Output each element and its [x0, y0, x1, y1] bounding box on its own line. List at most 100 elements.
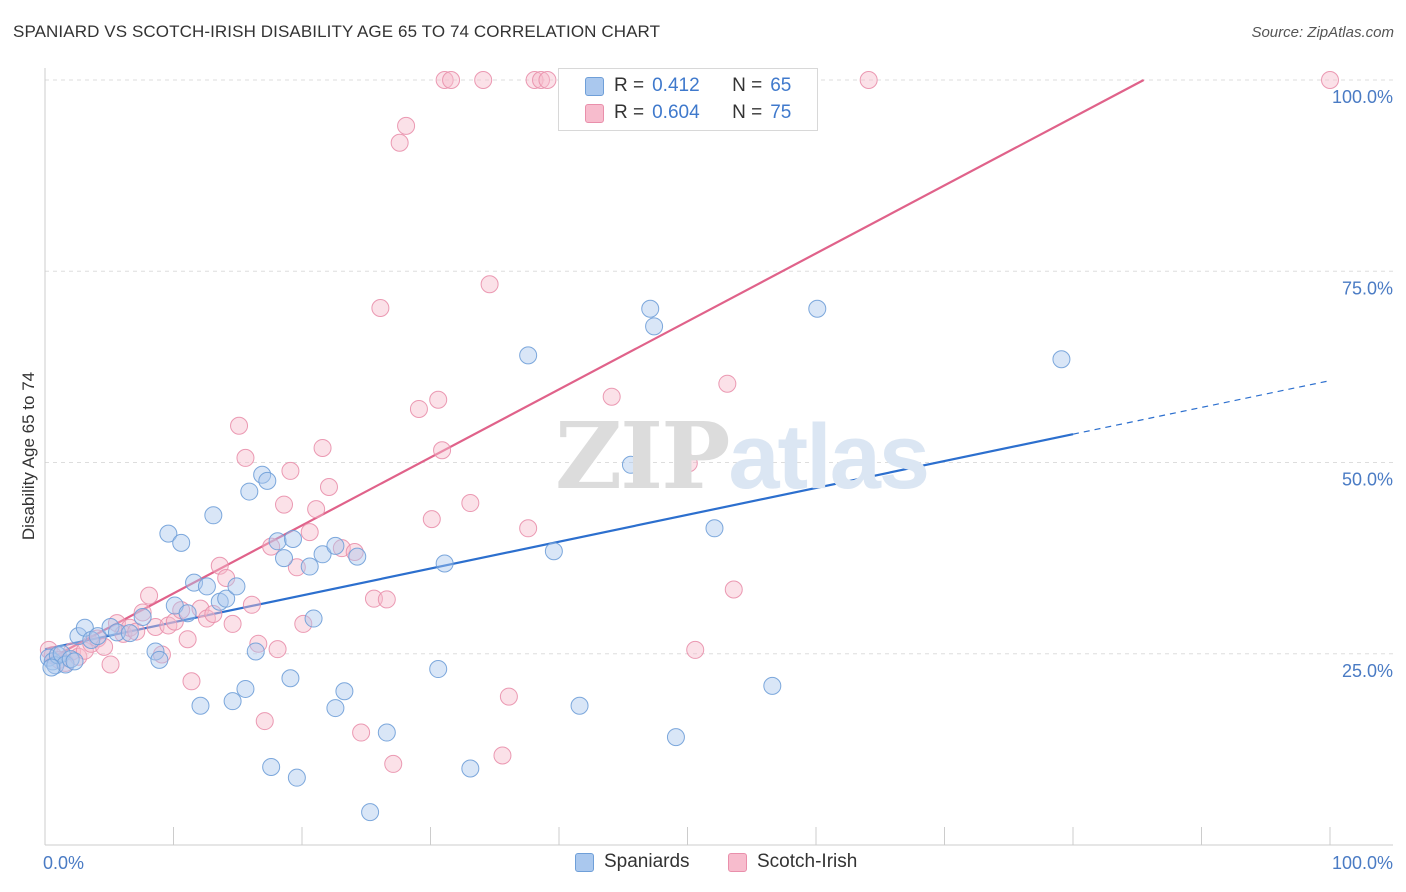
legend-swatch-blue — [575, 852, 594, 872]
spaniard-point — [120, 624, 139, 643]
correlation-legend: R = 0.412 N = 65 R = 0.604 N = 75 — [558, 68, 818, 131]
axes — [44, 68, 1393, 846]
spaniard-point — [150, 650, 169, 669]
legend-item-spaniards: Spaniards — [575, 851, 690, 873]
scotch-irish-point — [525, 71, 544, 89]
legend-n-value: 65 — [770, 75, 792, 96]
scotch-irish-point — [294, 614, 313, 633]
spaniard-point — [519, 346, 538, 365]
scotch-irish-point — [480, 275, 499, 294]
spaniard-point — [570, 696, 589, 715]
spaniard-point — [348, 547, 367, 566]
legend-n-value: 75 — [770, 102, 792, 123]
scotch-irish-point — [146, 617, 165, 636]
scotch-irish-point — [165, 612, 184, 631]
spaniard-point — [246, 642, 265, 661]
x-tick-label: 0.0% — [43, 853, 84, 873]
scotch-irish-point — [724, 580, 743, 599]
spaniard-point — [335, 682, 354, 701]
scotch-irish-point — [255, 712, 274, 731]
scotch-irish-point — [352, 723, 371, 742]
x-tick-label: 100.0% — [1332, 853, 1393, 873]
spaniard-point — [313, 545, 332, 564]
spaniard-point — [107, 623, 126, 642]
scotch-irish-point — [474, 71, 493, 89]
scotch-irish-point — [364, 589, 383, 608]
spaniard-point — [178, 604, 197, 623]
scotch-irish-point — [538, 71, 557, 89]
spaniard-point — [645, 317, 664, 336]
scotch-irish-point — [223, 614, 242, 633]
legend-label-spaniards: Spaniards — [604, 851, 690, 872]
scotch-irish-point — [140, 586, 159, 605]
spaniard-point — [133, 608, 152, 627]
scotch-irish-point — [718, 374, 737, 393]
spaniard-point — [808, 299, 827, 318]
legend-n-label: N = — [732, 102, 763, 123]
spaniard-point — [262, 757, 281, 776]
legend-item-scotch-irish: Scotch-Irish — [728, 851, 857, 873]
spaniard-point — [159, 524, 178, 543]
spaniards-trend-extension — [1072, 380, 1331, 435]
legend-row-spaniards: R = 0.412 N = 65 — [585, 73, 791, 99]
spaniard-point — [258, 471, 277, 490]
source-label: Source: ZipAtlas.com — [1251, 24, 1394, 41]
scotch-irish-point — [499, 687, 518, 706]
y-axis-label: Disability Age 65 to 74 — [19, 372, 38, 540]
spaniard-point — [544, 542, 563, 561]
legend-r-label: R = — [614, 75, 645, 96]
scotch-irish-point — [1321, 71, 1339, 89]
scotch-irish-point — [178, 630, 197, 649]
scotch-irish-point — [300, 523, 319, 542]
scotch-irish-point — [281, 461, 300, 480]
spaniard-point — [621, 455, 640, 474]
spaniard-point — [65, 652, 84, 671]
y-tick-label: 75.0% — [1342, 278, 1393, 298]
scotch-irish-point — [442, 71, 461, 89]
legend-swatch-pink — [585, 103, 604, 123]
scotch-irish-point — [313, 438, 332, 457]
scotch-irish-points — [39, 71, 1339, 773]
chart-title: SPANIARD VS SCOTCH-IRISH DISABILITY AGE … — [13, 22, 661, 41]
scotch-irish-point — [197, 609, 216, 628]
y-tick-label: 25.0% — [1342, 661, 1393, 681]
scotch-irish-point — [397, 116, 416, 135]
tick-labels: 25.0% 50.0% 75.0% 100.0% 0.0% 100.0% — [43, 87, 1393, 873]
legend-swatch-pink — [728, 852, 747, 872]
spaniard-point — [287, 768, 306, 787]
grid-lines — [45, 79, 1393, 655]
y-tick-label: 50.0% — [1342, 470, 1393, 490]
spaniard-point — [361, 803, 380, 822]
scotch-irish-point — [859, 71, 878, 89]
scotch-irish-point — [268, 640, 287, 659]
spaniard-point — [191, 696, 210, 715]
legend-row-scotch-irish: R = 0.604 N = 75 — [585, 100, 791, 126]
spaniard-point — [429, 660, 448, 679]
scotch-irish-point — [390, 133, 409, 152]
spaniard-point — [666, 728, 685, 747]
series-legend: Spaniards Scotch-Irish — [0, 851, 1406, 877]
legend-swatch-blue — [585, 76, 604, 96]
spaniard-point — [146, 642, 165, 661]
scotch-irish-point — [287, 558, 306, 577]
spaniard-point — [172, 533, 191, 552]
scotch-irish-point — [422, 510, 441, 529]
scotch-irish-point — [433, 441, 452, 460]
legend-label-scotch-irish: Scotch-Irish — [757, 851, 858, 872]
legend-r-value: 0.604 — [652, 102, 700, 123]
scotch-irish-point — [461, 494, 480, 513]
legend-r-value: 0.412 — [652, 75, 700, 96]
spaniard-point — [268, 532, 287, 551]
y-tick-label: 100.0% — [1332, 87, 1393, 107]
spaniard-point — [377, 723, 396, 742]
spaniard-point — [42, 658, 61, 677]
scotch-irish-point — [519, 519, 538, 538]
spaniard-point — [284, 530, 303, 548]
spaniard-point — [236, 679, 255, 698]
zipatlas-watermark: ZIPatlas — [555, 402, 930, 510]
scotch-irish-point — [435, 71, 454, 89]
trend-lines — [44, 79, 1331, 663]
spaniard-point — [281, 669, 300, 688]
spaniard-point — [227, 577, 246, 596]
scotch-irish-point — [384, 754, 403, 773]
